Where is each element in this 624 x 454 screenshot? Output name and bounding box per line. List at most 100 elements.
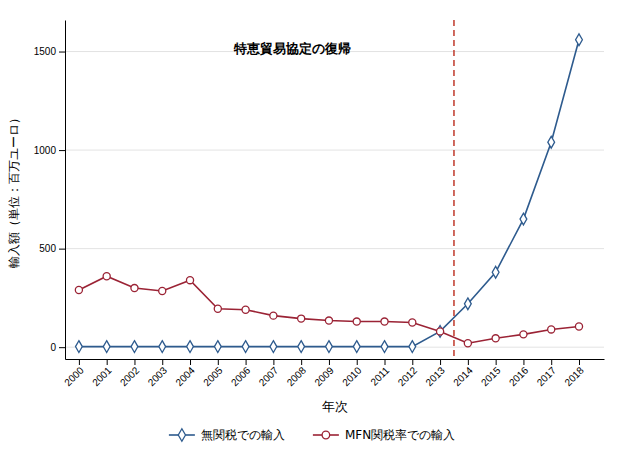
x-tick-mark bbox=[329, 359, 330, 365]
series-marker bbox=[298, 341, 305, 353]
x-tick: 2006 bbox=[229, 359, 253, 388]
x-tick-label: 2008 bbox=[285, 364, 309, 388]
y-axis-line bbox=[65, 21, 66, 360]
series-marker bbox=[409, 341, 416, 353]
x-tick-mark bbox=[468, 359, 469, 365]
x-tick-label: 2011 bbox=[368, 364, 391, 387]
plot-area bbox=[75, 20, 582, 359]
x-axis: 2000200120022003200420052006200720082009… bbox=[62, 359, 604, 388]
grid-line bbox=[65, 150, 604, 151]
chart: 2000200120022003200420052006200720082009… bbox=[0, 0, 624, 454]
x-tick: 2015 bbox=[479, 359, 503, 388]
grid-line bbox=[65, 248, 604, 249]
x-tick-mark bbox=[523, 359, 524, 365]
x-tick-mark bbox=[162, 359, 163, 365]
x-tick-mark bbox=[357, 359, 358, 365]
y-tick-mark bbox=[59, 347, 65, 348]
x-tick-label: 2010 bbox=[340, 364, 364, 388]
x-tick-label: 2007 bbox=[257, 364, 281, 388]
x-tick-label: 2018 bbox=[562, 364, 586, 388]
x-tick-mark bbox=[190, 359, 191, 365]
series-marker bbox=[75, 341, 82, 353]
y-axis-title: 輸入額（単位：百万ユーロ） bbox=[7, 112, 21, 268]
x-tick: 2016 bbox=[507, 359, 531, 388]
legend-marker bbox=[178, 429, 185, 441]
y-tick-mark bbox=[59, 150, 65, 151]
y-tick-mark bbox=[59, 249, 65, 250]
x-tick-mark bbox=[79, 359, 80, 365]
series-marker bbox=[214, 341, 221, 353]
x-tick-label: 2003 bbox=[146, 364, 170, 388]
series-marker bbox=[464, 340, 471, 347]
x-tick-label: 2016 bbox=[507, 364, 531, 388]
y-tick-label: 1500 bbox=[34, 46, 57, 57]
x-tick-label: 2005 bbox=[201, 364, 225, 388]
x-tick: 2018 bbox=[562, 359, 586, 388]
x-tick: 2017 bbox=[535, 359, 559, 388]
series-marker bbox=[103, 273, 110, 280]
y-tick: 1500 bbox=[34, 46, 65, 57]
y-tick: 1000 bbox=[34, 145, 65, 156]
x-tick: 2003 bbox=[146, 359, 170, 388]
y-tick-mark bbox=[59, 52, 65, 53]
series-marker bbox=[353, 341, 360, 353]
x-tick-label: 2006 bbox=[229, 364, 253, 388]
y-tick-label: 0 bbox=[50, 342, 56, 353]
y-tick: 500 bbox=[39, 243, 65, 254]
x-tick: 2012 bbox=[396, 359, 420, 388]
x-tick: 2000 bbox=[62, 359, 86, 388]
series-marker bbox=[492, 335, 499, 342]
reference-line bbox=[453, 20, 455, 359]
series-marker bbox=[409, 319, 416, 326]
x-tick: 2008 bbox=[285, 359, 309, 388]
series-marker bbox=[242, 341, 249, 353]
x-tick-mark bbox=[246, 359, 247, 365]
x-tick-label: 2013 bbox=[423, 364, 447, 388]
x-tick-label: 2015 bbox=[479, 364, 503, 388]
legend-label: MFN関税率での輸入 bbox=[345, 428, 455, 442]
series-marker bbox=[242, 306, 249, 313]
legend: 無関税での輸入 MFN関税率での輸入 bbox=[169, 428, 455, 442]
y-tick: 0 bbox=[50, 342, 65, 353]
y-axis: 0 500 1000 1500 bbox=[34, 21, 66, 360]
x-tick-label: 2017 bbox=[535, 364, 559, 388]
series-marker bbox=[214, 305, 221, 312]
x-tick-label: 2014 bbox=[451, 364, 475, 388]
x-axis-title: 年次 bbox=[322, 399, 348, 414]
x-tick: 2007 bbox=[257, 359, 281, 388]
x-tick-mark bbox=[134, 359, 135, 365]
x-tick-label: 2000 bbox=[62, 364, 86, 388]
x-tick-label: 2004 bbox=[173, 364, 197, 388]
y-tick-label: 1000 bbox=[34, 145, 57, 156]
x-tick: 2001 bbox=[90, 359, 114, 388]
series-marker bbox=[325, 317, 332, 324]
x-tick-mark bbox=[496, 359, 497, 365]
x-tick-mark bbox=[579, 359, 580, 365]
series-marker bbox=[159, 341, 166, 353]
x-tick-label: 2002 bbox=[118, 364, 142, 388]
x-tick: 2014 bbox=[451, 359, 475, 388]
annotation: 特恵貿易協定の復帰 bbox=[233, 41, 351, 56]
x-tick-label: 2009 bbox=[312, 364, 336, 388]
x-tick-label: 2012 bbox=[396, 364, 420, 388]
series-marker bbox=[437, 328, 444, 335]
legend-entry: 無関税での輸入 bbox=[169, 428, 285, 442]
series-marker bbox=[381, 341, 388, 353]
x-tick: 2009 bbox=[312, 359, 336, 388]
series-marker bbox=[381, 318, 388, 325]
series-marker bbox=[270, 312, 277, 319]
series-marker bbox=[159, 287, 166, 294]
x-tick-mark bbox=[440, 359, 441, 365]
series-marker bbox=[464, 298, 471, 310]
series-marker bbox=[520, 213, 527, 225]
x-tick: 2013 bbox=[423, 359, 447, 388]
grid bbox=[65, 52, 604, 348]
x-tick-mark bbox=[385, 359, 386, 365]
x-tick: 2011 bbox=[368, 359, 391, 388]
x-tick-mark bbox=[412, 359, 413, 365]
legend-entry: MFN関税率での輸入 bbox=[313, 428, 455, 442]
series-marker bbox=[548, 136, 555, 148]
series-marker bbox=[520, 331, 527, 338]
legend-label: 無関税での輸入 bbox=[201, 428, 285, 442]
x-tick: 2004 bbox=[173, 359, 197, 388]
